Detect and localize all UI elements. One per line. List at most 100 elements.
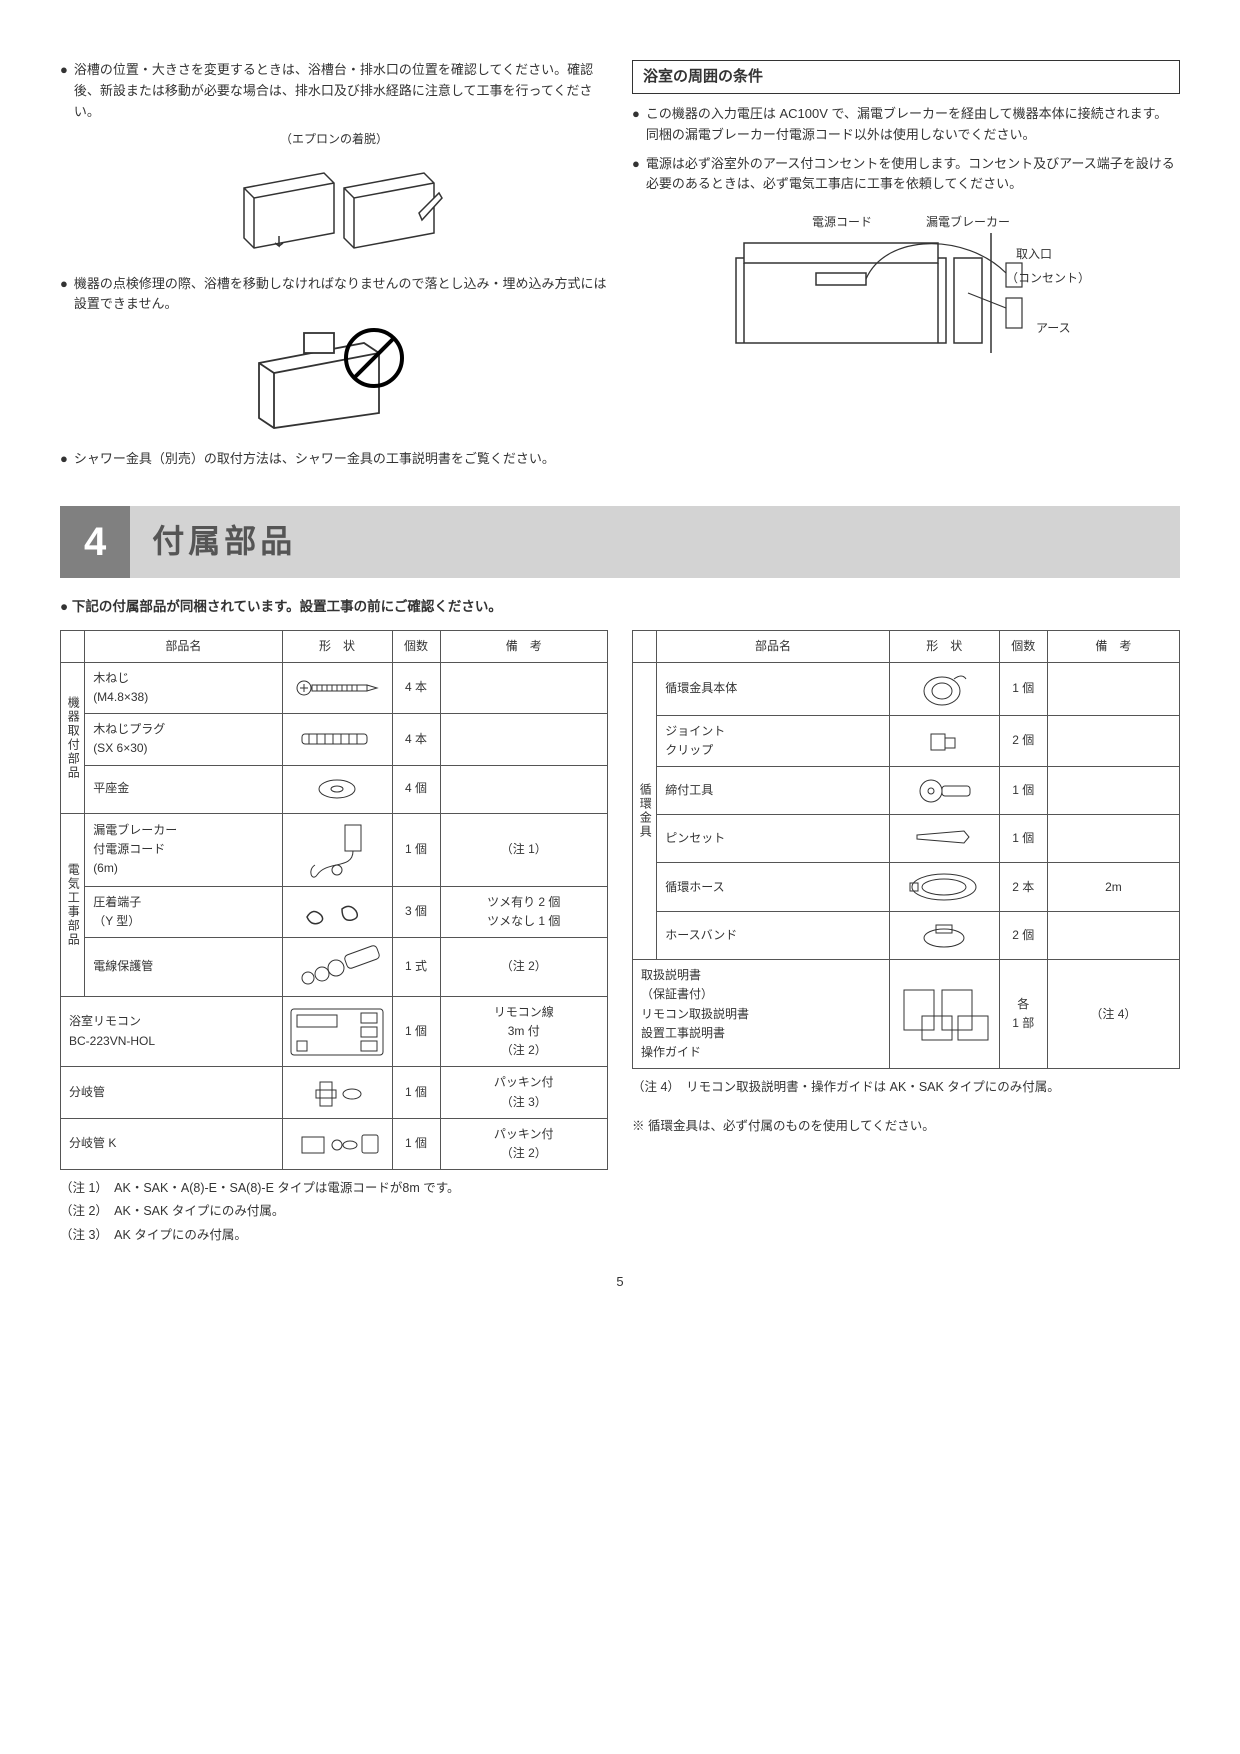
bullet-text: この機器の入力電圧は AC100V で、漏電ブレーカーを経由して機器本体に接続さ…	[646, 104, 1180, 146]
table-row: 圧着端子（Y 型）3 個ツメ有り 2 個ツメなし 1 個	[61, 886, 608, 937]
tables-row: 部品名形 状個数備 考機器取付部品木ねじ(M4.8×38)4 本木ねじプラグ(S…	[60, 630, 1180, 1248]
bullet-text: 電源は必ず浴室外のアース付コンセントを使用します。コンセント及びアース端子を設け…	[646, 154, 1180, 196]
note-cell	[440, 714, 608, 765]
qty-cell: 4 個	[392, 765, 440, 813]
note-cell	[440, 765, 608, 813]
table-row: 取扱説明書（保証書付）リモコン取扱説明書設置工事説明書操作ガイド 各1 部（注 4…	[633, 960, 1180, 1069]
table-row: 循環ホース 2 本2m	[633, 863, 1180, 912]
note-cell: リモコン線3m 付（注 2）	[440, 996, 608, 1067]
table-row: 分岐管 K 1 個パッキン付（注 2）	[61, 1118, 608, 1169]
shape-icon	[282, 996, 392, 1067]
note-line: （注 4） リモコン取扱説明書・操作ガイドは AK・SAK タイプにのみ付属。	[632, 1077, 1180, 1098]
bullet-dot: ●	[632, 104, 640, 146]
qty-cell: 2 個	[999, 715, 1047, 766]
bullet-text: 浴槽の位置・大きさを変更するときは、浴槽台・排水口の位置を確認してください。確認…	[74, 60, 608, 122]
note-cell	[1047, 912, 1179, 960]
table-row: ジョイントクリップ 2 個	[633, 715, 1180, 766]
qty-cell: 1 個	[392, 813, 440, 886]
label-inlet: 取入口	[1016, 245, 1052, 264]
intro-text: ● 下記の付属部品が同梱されています。設置工事の前にご確認ください。	[60, 596, 1180, 618]
bullet-dot: ●	[60, 449, 68, 470]
part-name: 浴室リモコンBC-223VN-HOL	[61, 996, 283, 1067]
shape-icon	[282, 937, 392, 996]
shape-icon	[282, 662, 392, 713]
parts-table-left: 部品名形 状個数備 考機器取付部品木ねじ(M4.8×38)4 本木ねじプラグ(S…	[60, 630, 608, 1171]
shape-icon	[889, 863, 999, 912]
shape-icon	[282, 765, 392, 813]
category-cell: 循環金具	[633, 662, 657, 959]
qty-cell: 2 個	[999, 912, 1047, 960]
qty-cell: 2 本	[999, 863, 1047, 912]
illustration-prohibit	[60, 323, 608, 433]
category-cell: 電気工事部品	[61, 813, 85, 996]
part-name: 平座金	[85, 765, 282, 813]
note-cell: パッキン付（注 3）	[440, 1067, 608, 1118]
label-breaker: 漏電ブレーカー	[926, 213, 1010, 232]
label-outlet: （コンセント）	[1006, 269, 1090, 288]
section-heading: 4 付属部品	[60, 506, 1180, 578]
part-name: 分岐管 K	[61, 1118, 283, 1169]
upper-columns: ● 浴槽の位置・大きさを変更するときは、浴槽台・排水口の位置を確認してください。…	[60, 60, 1180, 478]
heading-number: 4	[60, 506, 130, 578]
illustration-wiring: 電源コード 漏電ブレーカー 取入口 （コンセント） アース	[632, 203, 1180, 373]
note-cell: （注 4）	[1047, 960, 1179, 1069]
note-cell: 2m	[1047, 863, 1179, 912]
bullet-dot: ●	[60, 274, 68, 316]
qty-cell: 1 個	[392, 1118, 440, 1169]
qty-cell: 4 本	[392, 662, 440, 713]
qty-cell: 1 個	[392, 996, 440, 1067]
table-row: 木ねじプラグ(SX 6×30)4 本	[61, 714, 608, 765]
shape-icon	[889, 815, 999, 863]
bullet-dot: ●	[60, 60, 68, 122]
bullet-1: ● 浴槽の位置・大きさを変更するときは、浴槽台・排水口の位置を確認してください。…	[60, 60, 608, 122]
section-box-title: 浴室の周囲の条件	[632, 60, 1180, 94]
heading-title: 付属部品	[130, 506, 1180, 578]
bullet-dot: ●	[632, 154, 640, 196]
part-name: 締付工具	[657, 767, 890, 815]
table-row: ホースバンド 2 個	[633, 912, 1180, 960]
right-column: 浴室の周囲の条件 ● この機器の入力電圧は AC100V で、漏電ブレーカーを経…	[632, 60, 1180, 478]
notes-left: （注 1） AK・SAK・A(8)-E・SA(8)-E タイプは電源コードが8m…	[60, 1178, 608, 1246]
left-column: ● 浴槽の位置・大きさを変更するときは、浴槽台・排水口の位置を確認してください。…	[60, 60, 608, 478]
note-cell	[440, 662, 608, 713]
note-cell	[1047, 662, 1179, 715]
shape-icon	[889, 662, 999, 715]
part-name: 循環ホース	[657, 863, 890, 912]
table-row: 機器取付部品木ねじ(M4.8×38)4 本	[61, 662, 608, 713]
table-right-wrap: 部品名形 状個数備 考循環金具循環金具本体1 個ジョイントクリップ2 個締付工具…	[632, 630, 1180, 1138]
qty-cell: 4 本	[392, 714, 440, 765]
note-cell	[1047, 767, 1179, 815]
qty-cell: 各1 部	[999, 960, 1047, 1069]
note-cell: （注 1）	[440, 813, 608, 886]
qty-cell: 1 個	[999, 662, 1047, 715]
note-cell	[1047, 815, 1179, 863]
table-row: 締付工具1 個	[633, 767, 1180, 815]
part-name: 分岐管	[61, 1067, 283, 1118]
label-earth: アース	[1036, 319, 1071, 338]
part-name: ホースバンド	[657, 912, 890, 960]
part-name: ジョイントクリップ	[657, 715, 890, 766]
part-name: 電線保護管	[85, 937, 282, 996]
table-row: ピンセット1 個	[633, 815, 1180, 863]
shape-icon	[889, 912, 999, 960]
bullet-text: シャワー金具（別売）の取付方法は、シャワー金具の工事説明書をご覧ください。	[74, 449, 608, 470]
page-number: 5	[60, 1272, 1180, 1293]
part-name: 取扱説明書（保証書付）リモコン取扱説明書設置工事説明書操作ガイド	[633, 960, 890, 1069]
note-line: （注 2） AK・SAK タイプにのみ付属。	[60, 1201, 608, 1222]
note-cell	[1047, 715, 1179, 766]
shape-icon	[889, 960, 999, 1069]
note-cell: パッキン付（注 2）	[440, 1118, 608, 1169]
shape-icon	[282, 886, 392, 937]
illustration-apron	[60, 158, 608, 258]
caption-apron: （エプロンの着脱）	[60, 130, 608, 149]
qty-cell: 3 個	[392, 886, 440, 937]
note-line: （注 1） AK・SAK・A(8)-E・SA(8)-E タイプは電源コードが8m…	[60, 1178, 608, 1199]
bullet-2: ● 機器の点検修理の際、浴槽を移動しなければなりませんので落とし込み・埋め込み方…	[60, 274, 608, 316]
category-cell: 機器取付部品	[61, 662, 85, 813]
part-name: 漏電ブレーカー付電源コード(6m)	[85, 813, 282, 886]
bullet-text: 機器の点検修理の際、浴槽を移動しなければなりませんので落とし込み・埋め込み方式に…	[74, 274, 608, 316]
part-name: 循環金具本体	[657, 662, 890, 715]
table-row: 浴室リモコンBC-223VN-HOL 1 個リモコン線3m 付（注 2）	[61, 996, 608, 1067]
qty-cell: 1 個	[999, 815, 1047, 863]
table-row: 電線保護管1 式（注 2）	[61, 937, 608, 996]
